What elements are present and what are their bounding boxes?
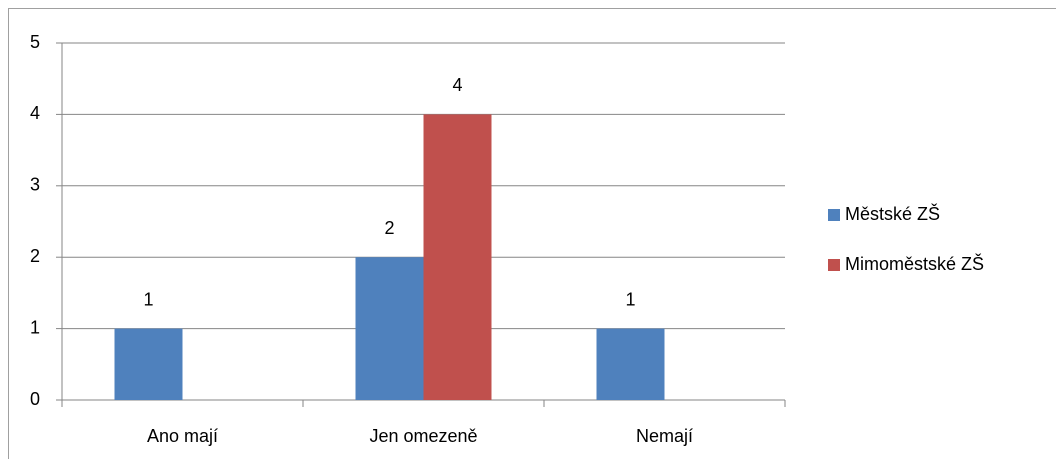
y-tick-label: 2: [30, 246, 40, 266]
bar: [355, 257, 424, 400]
x-tick-label: Nemají: [636, 426, 693, 446]
data-label: 2: [384, 218, 394, 238]
bar: [423, 114, 492, 401]
y-tick-label: 0: [30, 389, 40, 409]
y-tick-label: 4: [30, 103, 40, 123]
chart-frame: [8, 8, 1056, 459]
y-tick-label: 1: [30, 317, 40, 337]
legend-swatch: [828, 209, 840, 221]
bar: [114, 328, 183, 400]
legend-label: Městské ZŠ: [845, 203, 940, 224]
x-tick-label: Jen omezeně: [369, 426, 477, 446]
x-tick-label: Ano mají: [147, 426, 218, 446]
y-tick-label: 3: [30, 175, 40, 195]
data-label: 1: [625, 289, 635, 309]
bar: [596, 328, 665, 400]
y-tick-label: 5: [30, 32, 40, 52]
legend-label: Mimoměstské ZŠ: [845, 253, 984, 274]
legend-swatch: [828, 259, 840, 271]
data-label: 1: [143, 289, 153, 309]
data-label: 4: [452, 75, 462, 95]
